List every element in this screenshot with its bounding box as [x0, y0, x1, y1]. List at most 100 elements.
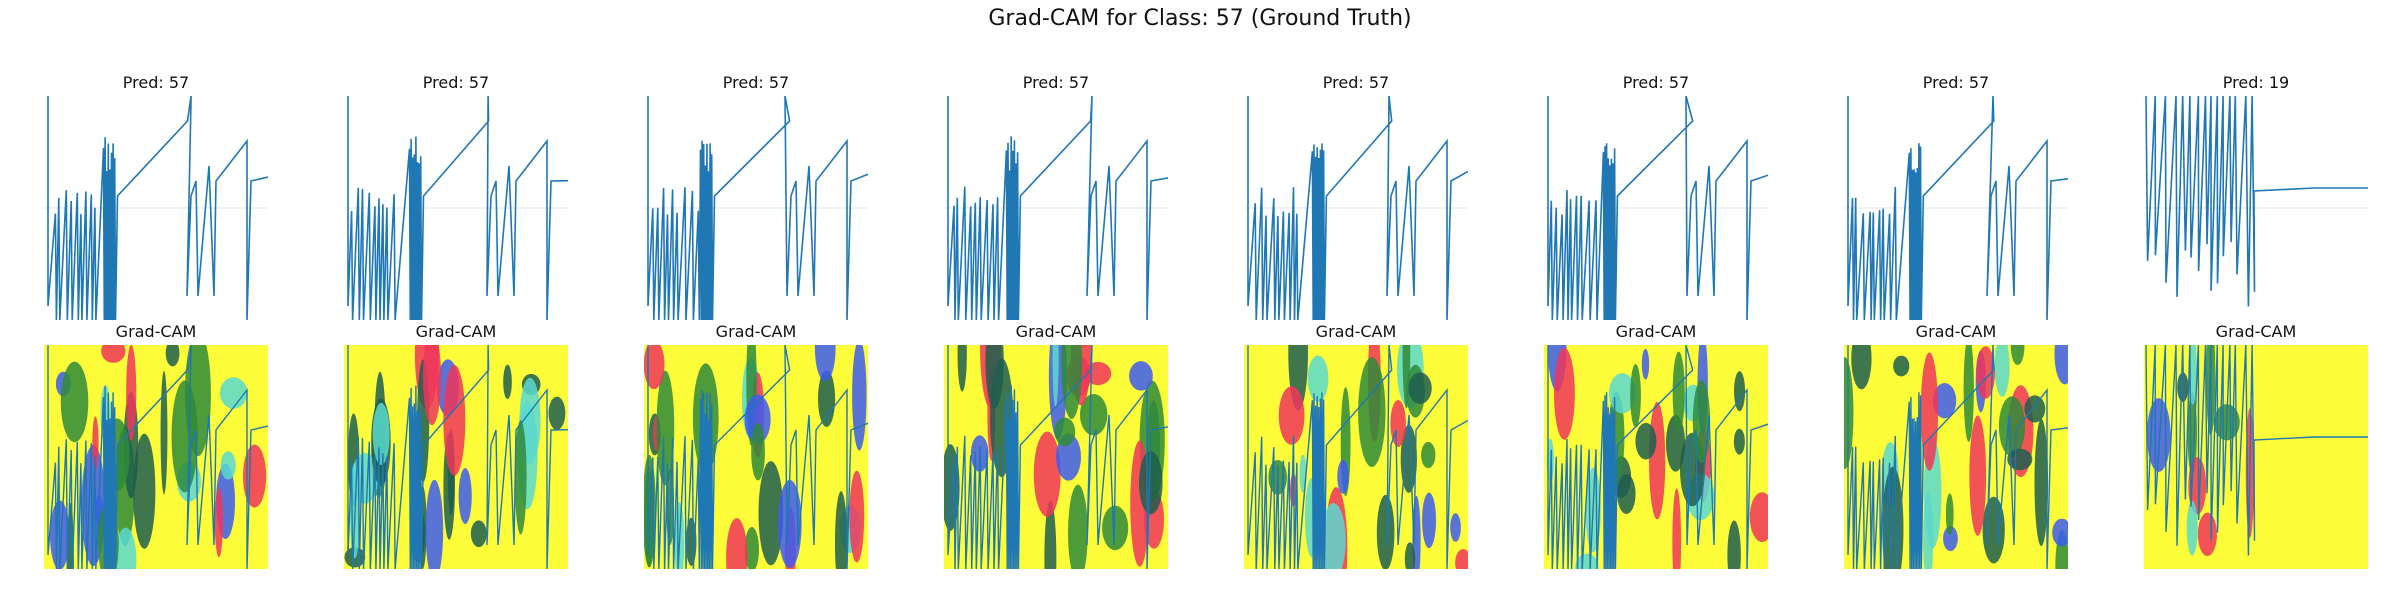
signal-series-line	[947, 96, 1168, 320]
signal-plot	[1844, 96, 2068, 320]
heatmap-region	[1963, 345, 1974, 442]
heatmap-region	[1337, 459, 1349, 494]
heatmap-region	[1450, 513, 1461, 542]
heatmap-region	[1844, 357, 1854, 470]
gradcam-title: Grad-CAM	[1615, 322, 1697, 341]
heatmap-region	[126, 345, 137, 442]
heatmap-region	[758, 461, 784, 566]
gradcam-heatmap	[1544, 345, 1768, 569]
heatmap-region	[1923, 492, 1934, 569]
panel-title: Pred: 57	[1322, 73, 1390, 92]
heatmap-region	[1129, 361, 1153, 391]
gradcam-title: Grad-CAM	[415, 322, 497, 341]
heatmap-region	[1033, 431, 1061, 517]
heatmap-svg	[344, 345, 568, 569]
panel-title: Pred: 57	[1622, 73, 1690, 92]
heatmap-svg	[1844, 345, 2068, 569]
heatmap-region	[1358, 357, 1386, 468]
signal-plot	[344, 96, 568, 320]
heatmap-region	[1102, 505, 1129, 551]
gradcam-heatmap	[344, 345, 568, 569]
gradcam-title: Grad-CAM	[1315, 322, 1397, 341]
signal-series-line	[347, 96, 568, 320]
heatmap-region	[985, 345, 1004, 409]
heatmap-region	[957, 345, 967, 392]
heatmap-region	[644, 345, 665, 390]
heatmap-region	[1672, 351, 1685, 433]
signal-series-line	[1847, 96, 2068, 320]
signal-overlay-line	[1247, 345, 1468, 569]
heatmap-region	[425, 479, 444, 569]
heatmap-region	[1054, 417, 1076, 447]
heatmap-region	[1044, 500, 1057, 569]
gradcam-heatmap	[1244, 345, 1468, 569]
heatmap-region	[1672, 488, 1682, 569]
heatmap-svg	[44, 345, 268, 569]
panel-title: Pred: 57	[122, 73, 190, 92]
heatmap-region	[834, 491, 848, 569]
signal-svg	[1844, 96, 2068, 320]
heatmap-region	[1635, 422, 1657, 460]
signal-svg	[44, 96, 268, 320]
heatmap-region	[1749, 492, 1768, 542]
panel-title: Pred: 19	[2222, 73, 2290, 92]
heatmap-region	[2007, 448, 2033, 471]
heatmap-region	[1734, 371, 1746, 412]
heatmap-svg	[1544, 345, 1768, 569]
heatmap-region	[2186, 500, 2198, 556]
heatmap-region	[1455, 549, 1468, 569]
signal-overlay-line	[2145, 345, 2368, 556]
heatmap-region	[1943, 526, 1958, 552]
heatmap-region	[2197, 512, 2217, 557]
signal-overlay-line	[1847, 345, 2068, 569]
heatmap-region	[171, 380, 198, 493]
signal-svg	[2144, 96, 2368, 307]
signal-svg	[1544, 96, 1768, 320]
heatmap-region	[1400, 424, 1417, 493]
heatmap-region	[114, 527, 137, 569]
heatmap-region	[214, 488, 223, 558]
panel-title: Pred: 57	[422, 73, 490, 92]
signal-series-line	[647, 96, 868, 320]
heatmap-region	[852, 345, 867, 451]
heatmap-region	[644, 466, 654, 568]
figure-title: Grad-CAM for Class: 57 (Ground Truth)	[988, 6, 1412, 31]
gradcam-heatmap	[1844, 345, 2068, 569]
heatmap-region	[101, 345, 126, 363]
heatmap-region	[1976, 346, 1996, 399]
heatmap-region	[2146, 398, 2171, 472]
heatmap-region	[1575, 553, 1599, 569]
heatmap-region	[133, 433, 156, 549]
heatmap-region	[160, 370, 168, 495]
signal-svg	[1244, 96, 1468, 320]
signal-series-line	[47, 96, 268, 320]
heatmap-region	[1920, 352, 1939, 471]
gradcam-heatmap	[44, 345, 268, 569]
heatmap-region	[1945, 493, 1954, 536]
signal-overlay-line	[947, 345, 1168, 569]
signal-plot	[944, 96, 1168, 320]
heatmap-svg	[2144, 345, 2368, 569]
heatmap-region	[751, 422, 765, 481]
heatmap-region	[1630, 363, 1641, 428]
signal-svg	[944, 96, 1168, 320]
signal-plot	[1244, 96, 1468, 320]
gradcam-heatmap	[2144, 345, 2368, 569]
heatmap-region	[1376, 494, 1395, 569]
signal-series-line	[2145, 96, 2368, 307]
heatmap-region	[372, 402, 390, 466]
signal-overlay-line	[347, 345, 568, 569]
heatmap-region	[1068, 484, 1088, 569]
heatmap-region	[744, 394, 771, 444]
heatmap-region	[1617, 473, 1636, 515]
heatmap-region	[1321, 502, 1346, 569]
gradcam-heatmap	[944, 345, 1168, 569]
heatmap-region	[443, 364, 466, 476]
gradcam-title: Grad-CAM	[715, 322, 797, 341]
heatmap-region	[2054, 345, 2068, 385]
heatmap-region	[423, 345, 442, 426]
heatmap-region	[1692, 380, 1711, 464]
heatmap-region	[1307, 355, 1329, 402]
heatmap-region	[219, 377, 248, 409]
heatmap-region	[220, 451, 236, 480]
